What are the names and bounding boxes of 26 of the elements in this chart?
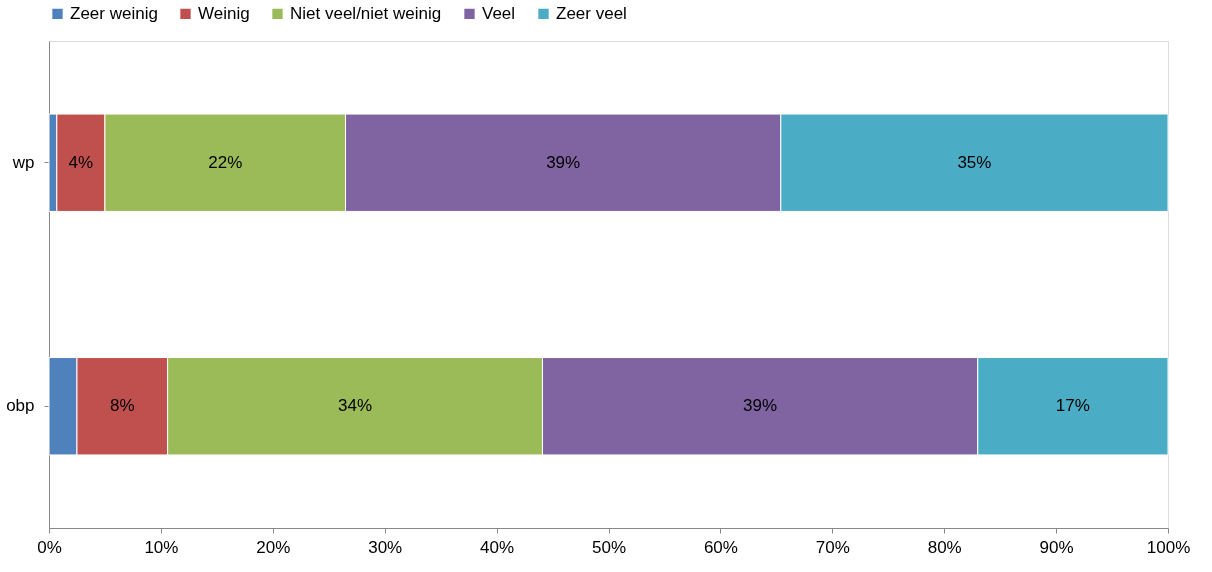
x-tick-label: 50% bbox=[591, 537, 627, 557]
legend-label: Veel bbox=[482, 3, 516, 23]
x-tick-label: 80% bbox=[927, 537, 962, 557]
data-label: 22% bbox=[208, 152, 243, 172]
x-tick-label: 0% bbox=[37, 537, 62, 557]
y-tick-label: wp bbox=[11, 152, 35, 172]
legend-label: Zeer weinig bbox=[70, 3, 158, 23]
data-label: 39% bbox=[546, 152, 581, 172]
x-tick-label: 90% bbox=[1039, 537, 1074, 557]
data-label: 35% bbox=[957, 152, 992, 172]
data-label: 8% bbox=[110, 396, 135, 416]
data-label: 39% bbox=[743, 396, 778, 416]
x-tick-label: 20% bbox=[256, 537, 291, 557]
data-label: 17% bbox=[1055, 396, 1090, 416]
x-tick-label: 30% bbox=[368, 537, 403, 557]
x-tick-label: 70% bbox=[815, 537, 850, 557]
x-tick-label: 60% bbox=[703, 537, 738, 557]
legend-label: Weinig bbox=[198, 3, 250, 23]
data-label: 4% bbox=[68, 152, 94, 172]
x-tick-label: 10% bbox=[144, 537, 179, 557]
legend-label: Zeer veel bbox=[556, 3, 627, 23]
x-tick-label: 100% bbox=[1146, 537, 1191, 557]
x-tick-label: 40% bbox=[480, 537, 515, 557]
legend-label: Niet veel/niet weinig bbox=[290, 3, 442, 23]
y-tick-label: obp bbox=[6, 396, 35, 416]
data-label: 34% bbox=[338, 396, 373, 416]
